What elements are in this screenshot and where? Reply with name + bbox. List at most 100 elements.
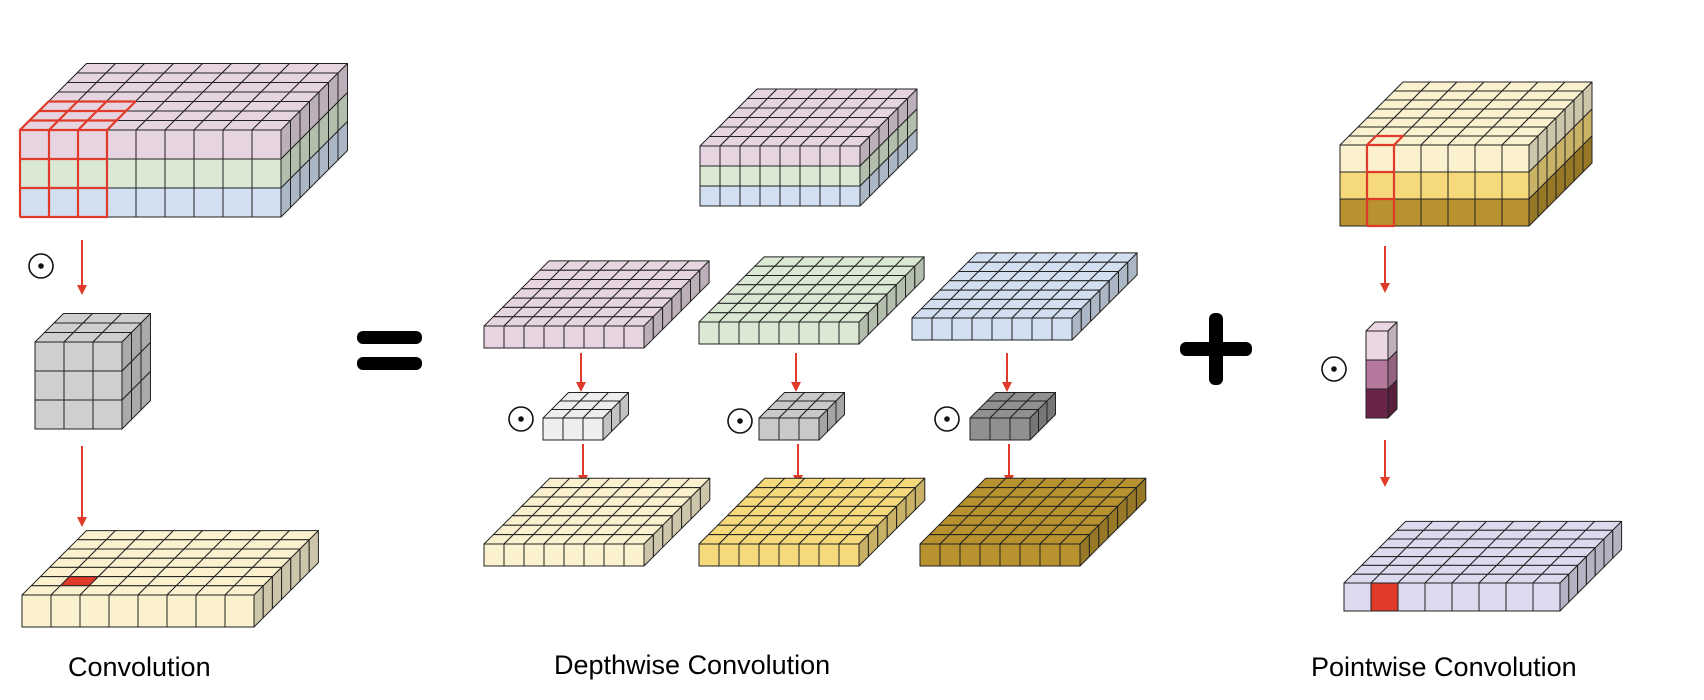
front-cell	[1339, 171, 1368, 200]
front-cell	[21, 594, 52, 628]
front-cell	[798, 417, 820, 441]
front-cell	[48, 158, 79, 189]
front-cell	[1501, 198, 1530, 227]
front-cell	[1059, 543, 1081, 567]
front-cell	[931, 317, 953, 341]
side-cell	[308, 530, 319, 573]
side-cell	[337, 121, 348, 161]
front-cell	[718, 543, 740, 567]
front-cell	[911, 317, 933, 341]
side-cell	[1582, 135, 1593, 173]
input-highlight-3x3-window	[18, 100, 137, 219]
front-cell	[838, 321, 860, 345]
front-cell	[34, 399, 65, 430]
front-cell	[999, 543, 1021, 567]
front-cell	[1447, 198, 1476, 227]
front-cell	[1366, 198, 1395, 227]
front-cell	[48, 129, 79, 160]
highlight-outline	[1366, 134, 1405, 146]
front-cell	[1420, 144, 1449, 173]
pw-input-highlight-column	[1365, 134, 1405, 228]
dot-operator-center	[38, 263, 44, 269]
front-cell	[1365, 330, 1389, 361]
front-cell	[778, 543, 800, 567]
front-cell	[135, 129, 166, 160]
side-cell	[1612, 520, 1623, 559]
conv-kernel-3x3x3	[34, 313, 151, 430]
front-cell	[719, 165, 741, 187]
front-cell	[193, 158, 224, 189]
side-cell	[1135, 477, 1147, 511]
front-cell	[779, 185, 801, 207]
front-cell	[193, 187, 224, 218]
front-cell	[819, 145, 841, 167]
front-cell	[799, 165, 821, 187]
caption-convolution: Convolution	[68, 652, 211, 682]
front-cell	[222, 187, 253, 218]
front-cell	[63, 341, 94, 372]
front-cell	[135, 187, 166, 218]
front-cell	[1478, 582, 1507, 612]
front-cell	[1011, 317, 1033, 341]
front-cell	[63, 399, 94, 430]
front-cell	[603, 543, 625, 567]
front-cell	[798, 543, 820, 567]
front-cell	[919, 543, 941, 567]
front-cell	[164, 158, 195, 189]
front-cell	[939, 543, 961, 567]
dw-output-yellow	[698, 477, 926, 567]
front-cell	[1532, 582, 1561, 612]
front-cell	[523, 543, 545, 567]
dw-channel-pink	[483, 260, 710, 349]
front-cell	[503, 325, 525, 349]
front-cell	[543, 543, 565, 567]
front-cell	[137, 594, 168, 628]
front-cell	[718, 321, 740, 345]
dw-arrows	[576, 353, 1014, 485]
front-cell	[77, 129, 108, 160]
front-cell	[92, 370, 123, 401]
front-cell	[1051, 317, 1073, 341]
front-cell	[1393, 198, 1422, 227]
highlight-outline	[19, 100, 137, 131]
front-cell	[739, 185, 761, 207]
dw-dot-operators	[508, 406, 960, 434]
front-cell	[623, 543, 645, 567]
front-cell	[483, 543, 505, 567]
front-cell	[563, 325, 585, 349]
equals-bar-top	[357, 331, 422, 344]
highlight-outline	[48, 100, 79, 131]
front-cell	[839, 185, 861, 207]
dot-operator-center	[737, 418, 743, 424]
dw-kernel-dark	[969, 392, 1056, 441]
conv-output-map	[21, 530, 319, 628]
front-cell	[251, 158, 282, 189]
front-cell	[503, 543, 525, 567]
front-cell	[759, 145, 781, 167]
input-volume-3-channel	[19, 63, 348, 218]
equals-bar-bottom	[357, 357, 422, 370]
dw-kernel-mid	[758, 392, 845, 441]
front-cell	[759, 165, 781, 187]
front-cell	[50, 594, 81, 628]
front-cell	[166, 594, 197, 628]
front-cell	[106, 129, 137, 160]
front-cell	[48, 187, 79, 218]
front-cell	[969, 417, 991, 441]
front-cell	[1420, 198, 1449, 227]
dot-operator-center	[1331, 366, 1337, 372]
front-cell	[1451, 582, 1480, 612]
front-cell	[603, 325, 625, 349]
front-cell	[839, 145, 861, 167]
front-cell	[77, 158, 108, 189]
side-cell	[699, 260, 710, 293]
front-cell	[106, 158, 137, 189]
front-cell	[1339, 198, 1368, 227]
front-cell	[542, 417, 564, 441]
front-cell	[951, 317, 973, 341]
front-cell	[738, 543, 760, 567]
front-cell	[758, 543, 780, 567]
conv-dot-operator	[28, 253, 54, 279]
front-cell	[818, 543, 840, 567]
